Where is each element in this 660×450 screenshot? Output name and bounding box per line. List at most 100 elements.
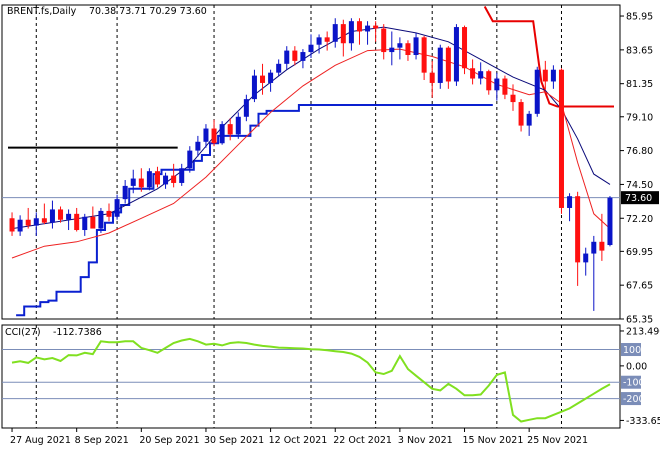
candle-body: [550, 69, 556, 82]
price-axis-label: 79.10: [626, 112, 653, 123]
candle-body: [437, 47, 443, 83]
time-axis-label: 12 Oct 2021: [269, 435, 328, 446]
candle-body: [114, 199, 120, 217]
candle-body: [154, 171, 160, 185]
candle-body: [98, 210, 104, 229]
cci-pane: 213.4909 100 0.00 -100 -200 -333.657: [1, 324, 660, 429]
candle-body: [308, 44, 314, 53]
candle-body: [405, 43, 411, 56]
candle-body: [462, 27, 468, 69]
candle-body: [421, 37, 427, 73]
lower-step-line: [16, 104, 493, 317]
candle-body: [575, 196, 581, 263]
candle-body: [607, 197, 613, 246]
candle-body: [268, 72, 274, 83]
candle-body: [502, 78, 508, 95]
candle-body: [534, 69, 540, 114]
candle-body: [292, 50, 298, 61]
price-axis-label: 69.95: [626, 247, 653, 258]
candle-body: [478, 71, 484, 79]
candle-body: [510, 94, 516, 103]
candle-body: [373, 25, 379, 29]
candle-body: [146, 171, 152, 188]
candle-body: [276, 63, 282, 73]
candle-body: [251, 75, 257, 100]
candle-body: [58, 209, 64, 220]
cci-axis-label: 0.00: [626, 361, 647, 372]
cci-axis-label: 213.4909: [626, 326, 660, 337]
candle-body: [599, 241, 605, 251]
price-axis-label: 81.35: [626, 79, 653, 90]
price-axis-label: 83.65: [626, 45, 653, 56]
candle-body: [195, 141, 201, 151]
candle-body: [235, 116, 241, 135]
cci-axis-label: 100: [623, 345, 641, 356]
cci-line: [11, 337, 611, 423]
candle-body: [17, 219, 23, 232]
candle-body: [227, 124, 233, 135]
candle-body: [470, 68, 476, 79]
price-axis-label: 85.95: [626, 12, 653, 23]
candle-body: [356, 21, 362, 32]
candle-body: [74, 213, 80, 231]
cci-level-label-bg: [621, 375, 641, 389]
candle-body: [187, 150, 193, 169]
chart-header-symbol: BRENT.fs,Daily: [7, 6, 77, 17]
candle-body: [284, 50, 290, 64]
candle-body: [542, 69, 548, 82]
candle-body: [583, 253, 589, 263]
candle-body: [179, 168, 185, 183]
time-axis-label: 30 Sep 2021: [204, 435, 264, 446]
price-pane: 85.95 83.65 81.35 79.10 76.80 74.50 72.20 69.95…: [1, 4, 659, 326]
candle-body: [365, 25, 371, 32]
cci-pane-frame: [1, 324, 621, 429]
price-axis-label: 74.50: [626, 180, 653, 191]
candle-body: [413, 37, 419, 56]
candle-body: [381, 28, 387, 53]
candle-body: [90, 216, 96, 229]
cci-axis-label: -100: [623, 378, 645, 389]
candle-body: [348, 21, 354, 44]
candle-body: [41, 218, 47, 223]
time-axis-label: 27 Aug 2021: [10, 435, 71, 446]
candle-body: [203, 128, 209, 142]
price-axis-label: 76.80: [626, 146, 653, 157]
candle-body: [130, 178, 136, 186]
candle-body: [300, 52, 306, 61]
candle-body: [219, 124, 225, 144]
price-axis-label: 72.20: [626, 214, 653, 225]
candle-body: [211, 128, 217, 144]
candle-body: [82, 216, 88, 231]
candle-body: [171, 175, 177, 183]
current-price-label-bg: [621, 191, 659, 205]
time-axis-label: 22 Oct 2021: [333, 435, 392, 446]
candle-body: [106, 210, 112, 217]
price-axis-label: 65.35: [626, 315, 653, 326]
candle-body: [49, 209, 55, 223]
candle-body: [340, 24, 346, 44]
candle-body: [518, 102, 524, 126]
candle-body: [25, 219, 31, 226]
cci-axis-label: -333.657: [626, 416, 660, 427]
candle-body: [316, 37, 322, 45]
time-axis-label: 8 Sep 2021: [75, 435, 129, 446]
candle-body: [33, 218, 39, 226]
upper-step-line: [483, 6, 614, 108]
candle-body: [591, 241, 597, 254]
candle-body: [494, 78, 500, 91]
cci-axis-label: -200: [623, 394, 645, 405]
candle-body: [389, 47, 395, 53]
cci-level-label-bg: [621, 392, 641, 406]
time-axis-label: 25 Nov 2021: [527, 435, 588, 446]
current-price-label: 73.60: [625, 193, 652, 204]
candle-body: [138, 178, 144, 188]
candle-body: [453, 27, 459, 82]
candle-body: [324, 37, 330, 42]
candle-body: [558, 69, 564, 208]
time-axis: 27 Aug 2021 8 Sep 2021 20 Sep 2021 30 Sep 2…: [10, 428, 588, 446]
candle-body: [486, 71, 492, 91]
cci-label-name: CCI(27): [5, 327, 41, 338]
time-axis-label: 20 Sep 2021: [139, 435, 199, 446]
candle-body: [66, 213, 72, 220]
